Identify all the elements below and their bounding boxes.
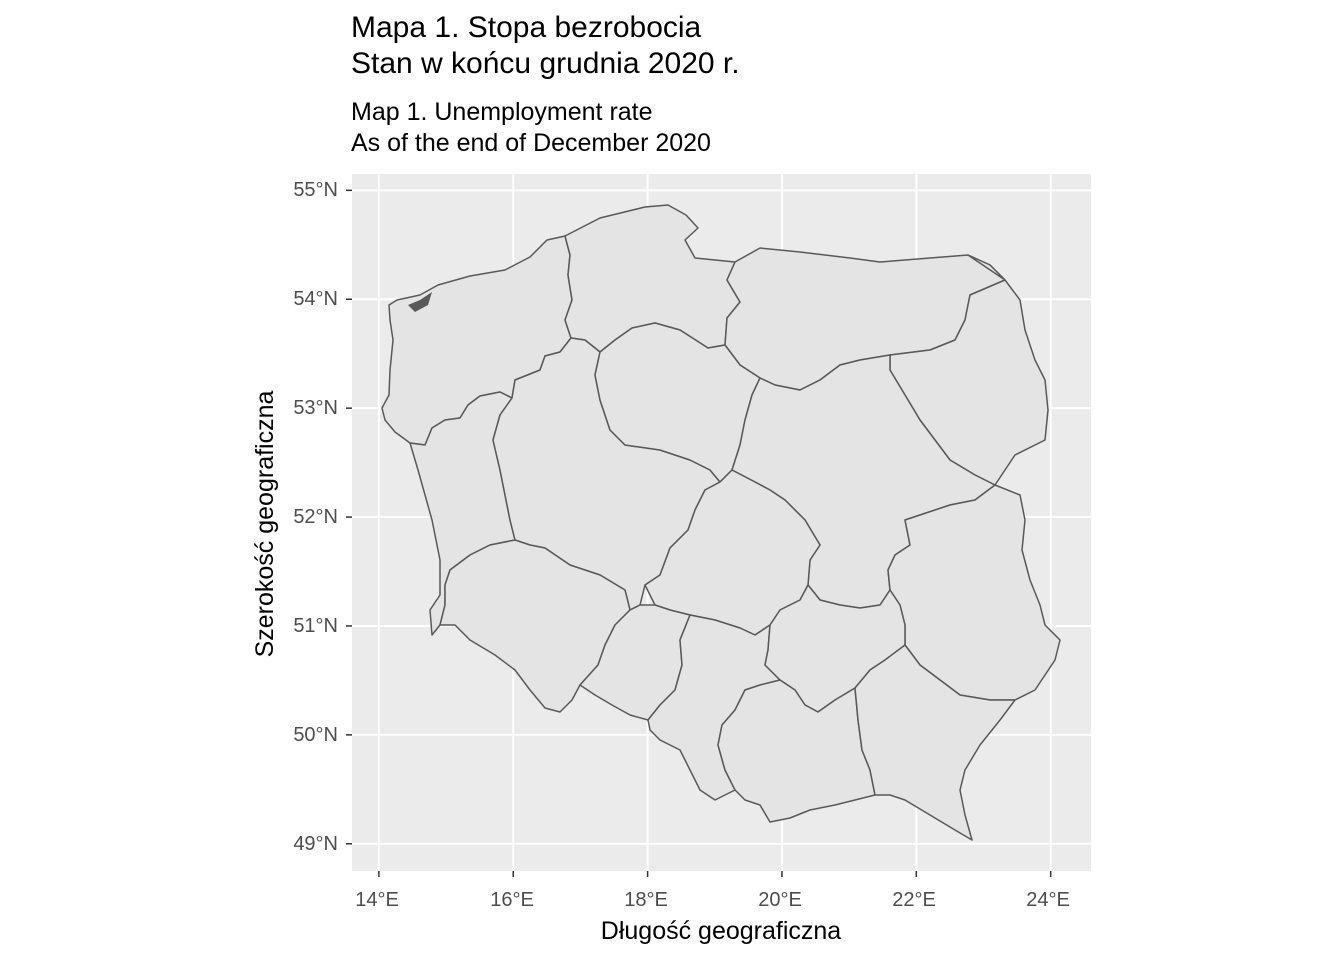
- x-tick-label: 18°E: [624, 889, 668, 911]
- y-tick-label: 49°N: [293, 833, 338, 855]
- szczecin-lagoon: [408, 292, 432, 312]
- x-axis-title: Długość geograficzna: [601, 917, 842, 945]
- y-tick-label: 52°N: [293, 506, 338, 528]
- map-subtitle: Map 1. Unemployment rate As of the end o…: [351, 97, 711, 159]
- subtitle-line-2: As of the end of December 2020: [351, 129, 711, 157]
- x-tick-label: 20°E: [758, 889, 802, 911]
- y-tick-label: 53°N: [293, 397, 338, 419]
- subtitle-line-1: Map 1. Unemployment rate: [351, 98, 653, 126]
- x-tick-label: 22°E: [892, 889, 936, 911]
- y-axis-title: Szerokość geograficzna: [251, 391, 279, 658]
- x-axis-tick-labels: 14°E 16°E 18°E 20°E 22°E 24°E: [355, 889, 1070, 911]
- x-tick-label: 16°E: [490, 889, 534, 911]
- title-line-1: Mapa 1. Stopa bezrobocia: [351, 11, 702, 44]
- y-tick-label: 50°N: [293, 724, 338, 746]
- y-tick-label: 51°N: [293, 615, 338, 637]
- map-title: Mapa 1. Stopa bezrobocia Stan w końcu gr…: [351, 10, 740, 82]
- region-podkarpackie: [854, 644, 1016, 841]
- y-axis-tick-labels: 55°N 54°N 53°N 52°N 51°N 50°N 49°N: [293, 179, 338, 855]
- axis-ticks: [346, 189, 1052, 877]
- title-line-2: Stan w końcu grudnia 2020 r.: [351, 47, 740, 80]
- y-tick-label: 55°N: [293, 179, 338, 201]
- poland-voivodeships: [381, 204, 1061, 841]
- y-tick-label: 54°N: [293, 288, 338, 310]
- x-tick-label: 14°E: [355, 889, 399, 911]
- x-tick-label: 24°E: [1026, 889, 1070, 911]
